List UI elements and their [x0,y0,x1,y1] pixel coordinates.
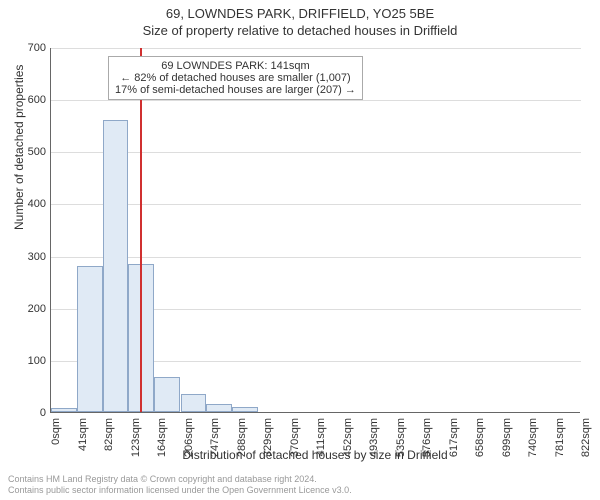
y-gridline [51,204,581,205]
histogram-bar [181,394,207,412]
plot-region [50,48,580,413]
annotation-line2: ← 82% of detached houses are smaller (1,… [115,72,356,84]
marker-line [140,48,142,412]
y-tick-label: 300 [6,251,46,263]
y-tick-label: 500 [6,146,46,158]
y-gridline [51,100,581,101]
annotation-line1: 69 LOWNDES PARK: 141sqm [115,60,356,72]
histogram-bar [51,408,77,412]
footer-line1: Contains HM Land Registry data © Crown c… [8,474,352,485]
marker-annotation: 69 LOWNDES PARK: 141sqm ← 82% of detache… [108,56,363,100]
histogram-bar [232,407,258,412]
histogram-bar [103,120,129,412]
footer-line2: Contains public sector information licen… [8,485,352,496]
histogram-bar [154,377,180,412]
y-tick-label: 400 [6,198,46,210]
y-tick-label: 100 [6,355,46,367]
histogram-bar [77,266,103,412]
x-axis-label: Distribution of detached houses by size … [50,448,580,462]
y-gridline [51,48,581,49]
x-tick-label: 82sqm [103,418,115,451]
y-tick-label: 600 [6,94,46,106]
y-tick-label: 200 [6,303,46,315]
x-tick-label: 0sqm [50,418,62,445]
y-gridline [51,257,581,258]
chart-area: 69 LOWNDES PARK: 141sqm ← 82% of detache… [50,48,580,413]
y-tick-label: 0 [6,407,46,419]
y-gridline [51,152,581,153]
annotation-line3: 17% of semi-detached houses are larger (… [115,84,356,96]
histogram-bar [206,404,232,412]
footer-attribution: Contains HM Land Registry data © Crown c… [8,474,352,496]
page-title-address: 69, LOWNDES PARK, DRIFFIELD, YO25 5BE [0,0,600,21]
x-tick-label: 822sqm [580,418,592,457]
x-tick-label: 41sqm [77,418,89,451]
y-tick-label: 700 [6,42,46,54]
page-title-desc: Size of property relative to detached ho… [0,21,600,38]
